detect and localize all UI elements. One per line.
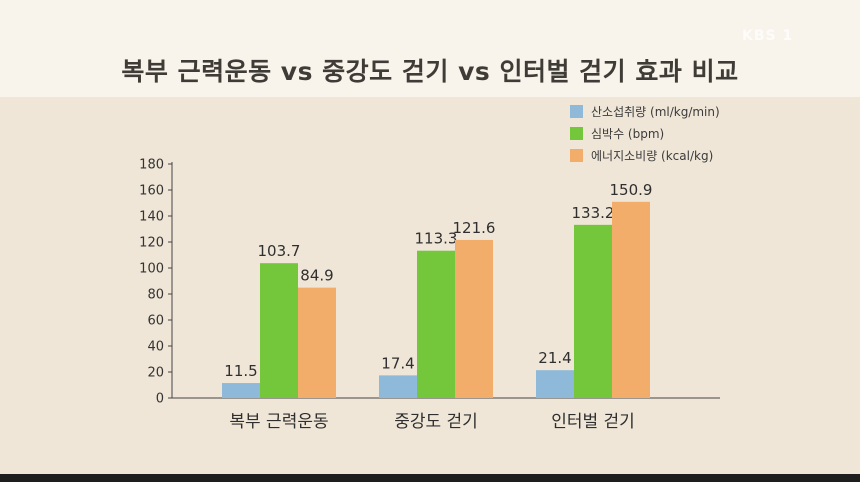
legend-label-energy: 에너지소비량 (kcal/kg) (591, 148, 714, 163)
chart-title: 복부 근력운동 vs 중강도 걷기 vs 인터벌 걷기 효과 비교 (121, 57, 739, 86)
data-label: 150.9 (610, 181, 653, 199)
y-tick-label: 100 (139, 262, 164, 277)
data-label: 11.5 (224, 362, 257, 380)
y-tick-label: 40 (147, 340, 164, 355)
bar (222, 383, 260, 398)
bar (379, 375, 417, 398)
legend-swatch-oxygen (570, 104, 583, 118)
data-label: 84.9 (300, 267, 333, 285)
legend-label-heart-rate: 심박수 (bpm) (591, 126, 665, 141)
y-tick-label: 60 (147, 314, 164, 329)
x-category-label: 복부 근력운동 (229, 412, 328, 432)
bar (455, 239, 493, 398)
y-tick-label: 20 (147, 366, 164, 381)
y-tick-label: 160 (139, 184, 164, 199)
y-tick-label: 140 (139, 210, 164, 225)
bar (417, 250, 455, 398)
bar (612, 201, 650, 398)
legend-swatch-heart-rate (570, 126, 583, 140)
legend-item-oxygen: 산소섭취량 (ml/kg/min) (570, 100, 720, 122)
bar (536, 370, 574, 398)
bar (298, 287, 336, 398)
y-tick-label: 80 (147, 288, 164, 303)
y-tick-label: 0 (156, 392, 164, 407)
data-label: 133.2 (572, 204, 615, 222)
legend-label-oxygen: 산소섭취량 (ml/kg/min) (591, 104, 720, 119)
bar (260, 263, 298, 398)
data-label: 103.7 (258, 242, 301, 260)
data-label: 121.6 (453, 219, 496, 237)
legend-swatch-energy (570, 148, 583, 162)
broadcaster-watermark: KBS 1 (742, 28, 794, 44)
legend-item-energy: 에너지소비량 (kcal/kg) (570, 144, 720, 166)
title-band (0, 0, 860, 97)
bar (574, 224, 612, 398)
x-category-label: 중강도 걷기 (394, 412, 478, 432)
y-tick-label: 120 (139, 236, 164, 251)
data-label: 21.4 (538, 349, 571, 367)
chart-legend: 산소섭취량 (ml/kg/min) 심박수 (bpm) 에너지소비량 (kcal… (570, 100, 720, 166)
data-label: 113.3 (415, 230, 458, 248)
bottom-bar (0, 474, 860, 482)
y-tick-label: 180 (139, 158, 164, 173)
legend-item-heart-rate: 심박수 (bpm) (570, 122, 720, 144)
x-category-label: 인터벌 걷기 (551, 412, 635, 432)
data-label: 17.4 (381, 354, 414, 372)
